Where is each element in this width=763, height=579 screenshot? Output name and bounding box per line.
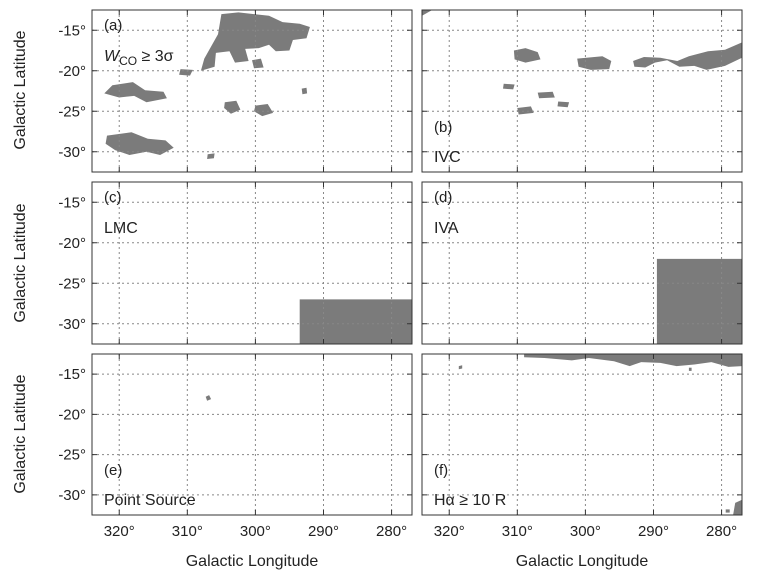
panel-e-ytick-label: -25° [58,447,86,464]
panel-e-xtick-label: 310° [172,523,203,540]
panel-e-frame [91,353,413,516]
panel-b-region-8 [517,106,534,115]
panel-d-frame [421,181,743,345]
panel-f-xtick-label: 320° [434,523,465,540]
panel-e: -15° -20° -25° -30° 320° 310° 300° 290° 280° (e) P… [58,353,413,540]
panel-a-regions [104,12,310,159]
panel-f-region-5 [725,509,730,513]
panel-b-region-3 [577,56,612,70]
panel-d-label: IVA [434,220,459,237]
panel-c-tag: (c) [104,189,122,206]
panel-b-regions [422,10,742,115]
y-axis-title-top: Galactic Latitude [12,30,29,149]
panel-a: -15° -20° -25° -30° (a) WCO ≥ 3σ [58,9,413,173]
panel-e-xtick-label: 290° [308,523,339,540]
panel-f-region-4 [733,499,742,515]
panel-d-regions [656,258,742,344]
panel-f-xtick-label: 290° [638,523,669,540]
y-axis-title-middle: Galactic Latitude [12,203,29,322]
panel-f-region-3 [688,367,692,371]
panel-e-label: Point Source [104,492,196,509]
panel-b-region-1 [422,10,433,16]
panel-f-frame [421,353,743,516]
panel-a-label: WCO ≥ 3σ [104,48,174,68]
panel-f-xtick-label: 280° [706,523,737,540]
panel-e-xtick-label: 280° [376,523,407,540]
panel-a-ytick-label: -20° [58,63,86,80]
panel-d-tag: (d) [434,189,452,206]
panel-b-region-5 [503,83,515,90]
panel-a-region-9 [207,153,215,159]
panel-f-region-1 [524,354,742,367]
panel-b-region-7 [557,101,570,108]
panel-c-regions [299,299,412,344]
panel-f-tag: (f) [434,462,448,479]
panel-c-label: LMC [104,220,138,237]
panel-f-regions [458,354,742,515]
panel-e-region-1 [205,395,212,401]
panel-e-ytick-label: -15° [58,366,86,383]
panel-a-region-6 [254,104,274,117]
y-axis-title-bottom: Galactic Latitude [12,374,29,493]
panel-b: (b) IVC [421,9,743,173]
panel-e-xtick-label: 320° [104,523,135,540]
panel-c-ytick-label: -20° [58,235,86,252]
x-axis-title-right: Galactic Longitude [516,553,649,570]
panel-a-ytick-label: -15° [58,22,86,39]
panel-c: -15° -20° -25° -30° (c) LMC [58,181,413,345]
panel-a-ytick-label: -25° [58,103,86,120]
panel-f-xtick-label: 300° [570,523,601,540]
panel-f-region-2 [458,365,463,370]
panel-a-ytick-label: -30° [58,144,86,161]
panel-b-region-2 [513,48,541,63]
panel-b-region-4 [633,42,742,70]
panel-a-frame [91,9,413,173]
panel-a-region-8 [301,87,308,95]
panel-a-region-3 [179,69,193,76]
panel-f-label: Hα ≥ 10 R [434,492,506,509]
panel-e-tag: (e) [104,462,122,479]
panel-b-label: IVC [434,149,461,166]
panel-a-tag: (a) [104,17,122,34]
panel-d: (d) IVA [421,181,743,345]
panel-d-region-1 [656,258,742,344]
panel-c-ytick-label: -30° [58,316,86,333]
panel-a-region-4 [104,82,167,103]
panel-b-tag: (b) [434,119,452,136]
panel-e-ytick-label: -20° [58,406,86,423]
panel-c-ytick-label: -25° [58,275,86,292]
panels-layer: -15° -20° -25° -30° (a) WCO ≥ 3σ (b) IVC -15° -20… [58,9,743,540]
panel-c-region-1 [299,299,412,344]
panel-a-region-5 [224,100,241,114]
panel-b-frame [421,9,743,173]
panel-e-regions [205,395,212,401]
panel-e-xtick-label: 300° [240,523,271,540]
panel-c-ytick-label: -15° [58,194,86,211]
panel-a-region-2 [252,58,264,69]
panel-f: 320° 310° 300° 290° 280° (f) Hα ≥ 10 R [421,353,743,540]
panel-f-xtick-label: 310° [502,523,533,540]
panel-a-region-7 [105,132,174,155]
panel-b-region-6 [537,91,555,99]
panel-e-ytick-label: -30° [58,487,86,504]
panel-c-frame [91,181,413,345]
x-axis-title-left: Galactic Longitude [186,553,319,570]
